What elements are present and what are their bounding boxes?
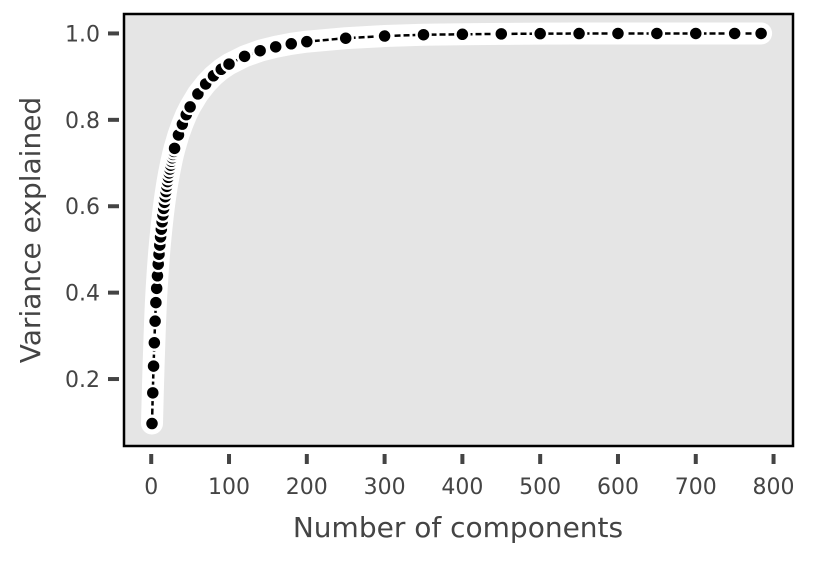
data-point bbox=[648, 25, 666, 42]
data-point bbox=[298, 33, 316, 50]
x-tick-label: 200 bbox=[286, 475, 328, 500]
x-axis: 0 100 200 300 400 500 600 700 800 bbox=[144, 454, 795, 500]
data-point bbox=[570, 25, 588, 42]
x-tick-label: 400 bbox=[441, 475, 483, 500]
y-axis: 0.2 0.4 0.6 0.8 1.0 bbox=[65, 22, 119, 393]
data-point bbox=[251, 42, 269, 59]
x-tick-label: 700 bbox=[675, 475, 717, 500]
data-point bbox=[236, 48, 253, 65]
data-point bbox=[337, 29, 354, 47]
data-point bbox=[531, 25, 549, 42]
data-point bbox=[267, 38, 284, 56]
data-point bbox=[454, 26, 471, 43]
data-point bbox=[687, 25, 705, 42]
data-point bbox=[146, 334, 163, 352]
data-point bbox=[726, 25, 743, 42]
x-tick-label: 500 bbox=[519, 475, 561, 500]
x-tick-label: 600 bbox=[597, 475, 639, 500]
data-point bbox=[146, 312, 164, 330]
data-point bbox=[181, 98, 199, 116]
plot-background bbox=[122, 12, 795, 448]
x-tick-label: 800 bbox=[753, 475, 795, 500]
x-axis-title: Number of components bbox=[293, 511, 623, 544]
data-point bbox=[143, 415, 161, 432]
y-tick-label: 0.2 bbox=[65, 368, 100, 393]
data-point bbox=[376, 27, 393, 45]
data-point bbox=[147, 294, 165, 311]
x-tick-label: 100 bbox=[208, 475, 250, 500]
x-tick-label: 0 bbox=[144, 475, 158, 500]
y-axis-title: Variance explained bbox=[14, 97, 47, 363]
data-point bbox=[166, 140, 183, 157]
data-point bbox=[220, 55, 238, 73]
y-tick-label: 0.6 bbox=[65, 195, 100, 220]
data-marks bbox=[141, 22, 773, 435]
data-point bbox=[752, 25, 770, 42]
y-tick-label: 0.4 bbox=[65, 282, 100, 307]
y-tick-label: 0.8 bbox=[65, 109, 100, 134]
data-point bbox=[609, 25, 627, 42]
data-point bbox=[415, 26, 432, 43]
data-point bbox=[493, 25, 510, 43]
data-point bbox=[145, 357, 162, 375]
y-tick-label: 1.0 bbox=[65, 22, 100, 47]
data-point bbox=[283, 35, 300, 53]
x-tick-label: 300 bbox=[364, 475, 406, 500]
data-point bbox=[144, 384, 162, 402]
